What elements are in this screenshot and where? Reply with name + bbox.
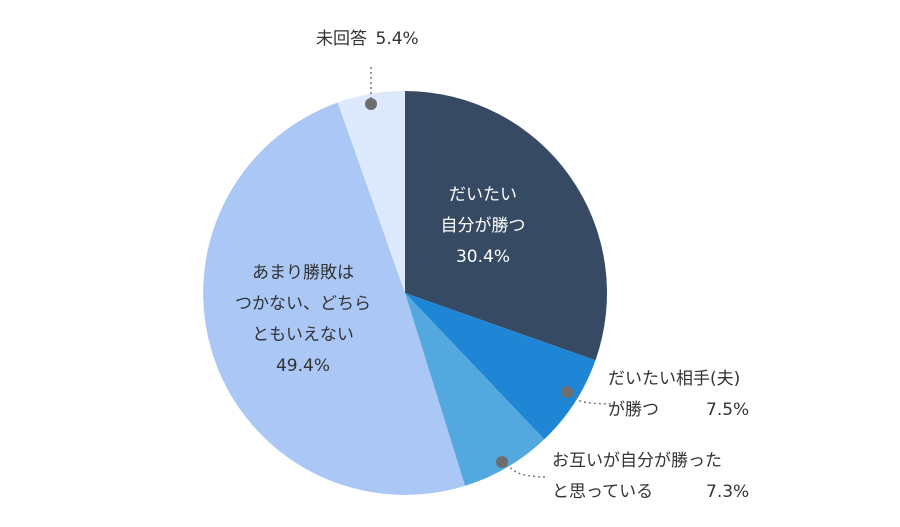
slice-name-line: つかない、どちら — [235, 294, 371, 314]
slice-name-line: ともいえない — [252, 325, 354, 345]
slice-label-4: あまり勝敗はつかない、どちらともいえない 49.4% — [235, 263, 371, 376]
slice-name-line: 未回答 — [316, 29, 376, 49]
slice-value-5: 5.4% — [376, 29, 419, 49]
slice-label-3: お互いが自分が勝ったと思っている 7.3% — [552, 451, 749, 502]
slice-name-line: と思っている — [552, 482, 653, 502]
leader-dot-2 — [561, 386, 573, 398]
slice-name-line: 自分が勝つ — [441, 216, 526, 236]
leader-line-2 — [566, 391, 613, 405]
slice-labels: だいたい自分が勝つ 30.4% だいたい相手(夫) が勝つ 7.5% お互いが自分が勝った… — [235, 29, 749, 502]
slice-value-4: 49.4% — [276, 356, 330, 376]
leader-dot-3 — [496, 456, 508, 468]
pie-slices — [203, 91, 607, 495]
pie-slice-4 — [203, 102, 465, 495]
slice-value-1: 30.4% — [456, 247, 510, 267]
pie-slice-3 — [405, 293, 545, 486]
slice-label-2: だいたい相手(夫) が勝つ 7.5% — [608, 369, 749, 420]
slice-label-5: 未回答 5.4% — [316, 29, 419, 49]
slice-label-1: だいたい自分が勝つ 30.4% — [441, 185, 526, 267]
slice-name-line: あまり勝敗は — [252, 263, 354, 283]
pie-slice-5 — [337, 91, 405, 293]
slice-name-line: が勝つ — [608, 400, 659, 420]
slice-value-3: 7.3% — [706, 482, 749, 502]
slice-name-line: だいたい相手(夫) — [608, 369, 740, 389]
leader-line-3 — [501, 461, 549, 478]
slice-value-2: 7.5% — [706, 400, 749, 420]
slice-name-line: お互いが自分が勝った — [552, 451, 722, 471]
leader-dot-5 — [365, 98, 377, 110]
pie-slice-2 — [405, 293, 596, 440]
leader-lines — [365, 64, 613, 478]
slice-name-line: だいたい — [449, 185, 517, 205]
pie-slice-1 — [405, 91, 607, 361]
